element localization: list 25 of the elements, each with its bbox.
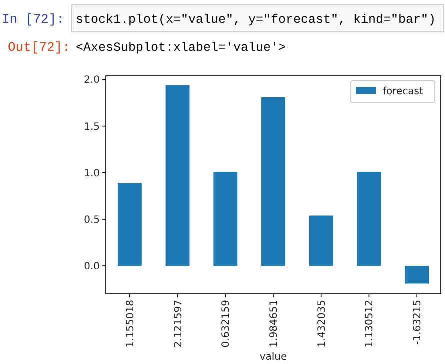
x-tick-label: 0.632159 <box>221 300 232 348</box>
x-axis-title: value <box>260 352 288 363</box>
bar <box>214 172 238 266</box>
text: <AxesSubplot:xlabel='value'> <box>76 41 286 55</box>
x-tick-label: 2.121597 <box>173 300 184 348</box>
text: Out[72]: <box>8 40 70 55</box>
y-tick-label: 0.0 <box>84 262 100 273</box>
y-tick-label: 0.5 <box>84 214 100 226</box>
x-tick-label: 1.155018 <box>125 300 136 348</box>
y-tick-label: 1.5 <box>84 122 100 133</box>
x-tick-label: 1.130512 <box>364 300 376 348</box>
legend-label: forecast <box>383 86 424 98</box>
text: stock1.plot(x="value", y="forecast", kind="bar") <box>76 13 436 27</box>
x-tick-label: -1.63215 <box>412 300 424 345</box>
x-tick-label: 1.984651 <box>269 300 280 348</box>
bar <box>118 183 142 266</box>
text: In [72]: <box>2 12 64 27</box>
bar <box>309 216 334 266</box>
bar <box>357 172 382 266</box>
bar <box>166 85 190 266</box>
bar <box>262 97 286 266</box>
y-tick-label: 2.0 <box>84 75 100 86</box>
x-tick-label: 1.432035 <box>316 300 328 348</box>
y-tick-label: 1.0 <box>84 168 100 180</box>
bar <box>405 266 430 284</box>
